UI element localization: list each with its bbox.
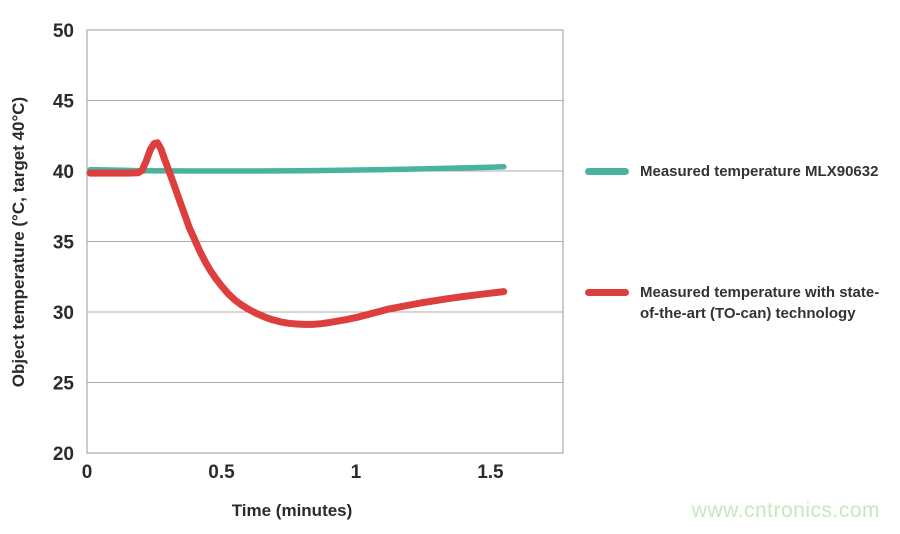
legend-swatch-teal-icon	[585, 168, 629, 175]
svg-text:45: 45	[53, 92, 75, 113]
legend-label-to-can: Measured temperature with state-of-the-a…	[640, 284, 880, 322]
legend-entry-to-can: Measured temperature with state-of-the-a…	[585, 282, 890, 324]
svg-text:50: 50	[53, 21, 74, 42]
svg-text:0.5: 0.5	[208, 462, 235, 483]
legend: Measured temperature MLX90632 Measured t…	[585, 0, 890, 534]
svg-text:40: 40	[53, 162, 74, 183]
svg-text:1: 1	[351, 462, 362, 483]
legend-swatch-red-icon	[585, 289, 629, 296]
svg-text:35: 35	[53, 233, 75, 254]
watermark: www.cntronics.com	[691, 499, 880, 522]
svg-text:30: 30	[53, 303, 74, 324]
svg-text:0: 0	[82, 462, 93, 483]
legend-entry-mlx90632: Measured temperature MLX90632	[585, 161, 890, 182]
legend-label-mlx90632: Measured temperature MLX90632	[640, 163, 879, 180]
svg-text:1.5: 1.5	[477, 462, 504, 483]
x-axis-title: Time (minutes)	[231, 501, 353, 520]
svg-text:20: 20	[53, 444, 74, 465]
y-axis-title: Object temperature (°C, target 40°C)	[9, 96, 28, 388]
svg-text:25: 25	[53, 374, 75, 395]
